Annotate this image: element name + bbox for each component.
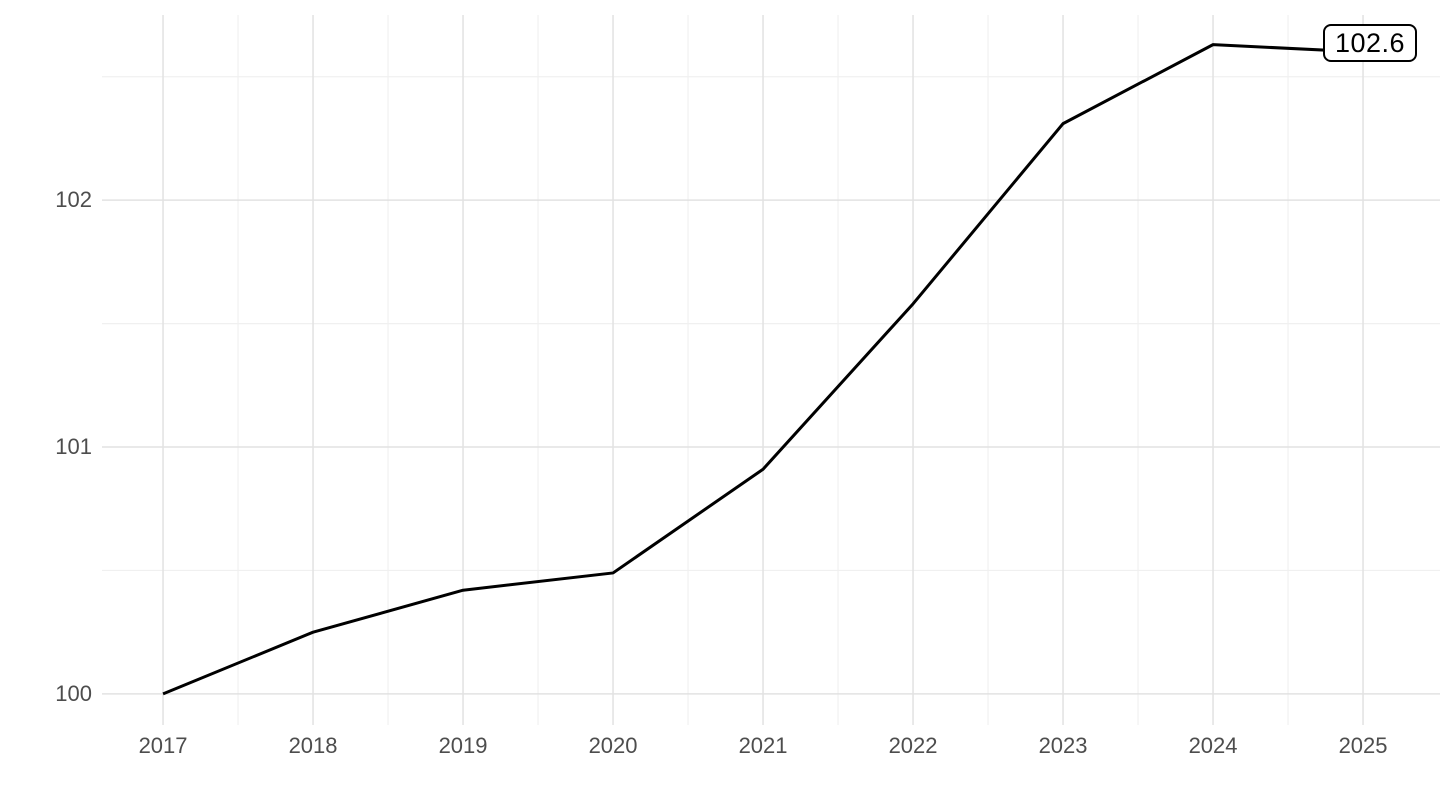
x-tick-label: 2020 xyxy=(588,733,638,758)
x-tick-label: 2022 xyxy=(888,733,938,758)
y-tick-label: 101 xyxy=(55,434,92,460)
x-tick-label: 2017 xyxy=(138,733,188,758)
y-tick-label: 102 xyxy=(55,187,92,213)
x-tick-label: 2019 xyxy=(438,733,488,758)
x-tick-label: 2018 xyxy=(288,733,338,758)
x-tick-label: 2024 xyxy=(1188,733,1238,758)
x-tick-label: 2025 xyxy=(1338,733,1388,758)
y-tick-label: 100 xyxy=(55,680,92,706)
x-tick-label: 2021 xyxy=(738,733,788,758)
data-line xyxy=(162,43,1364,696)
end-value-label: 102.6 xyxy=(1323,24,1417,62)
x-tick-label: 2023 xyxy=(1038,733,1088,758)
